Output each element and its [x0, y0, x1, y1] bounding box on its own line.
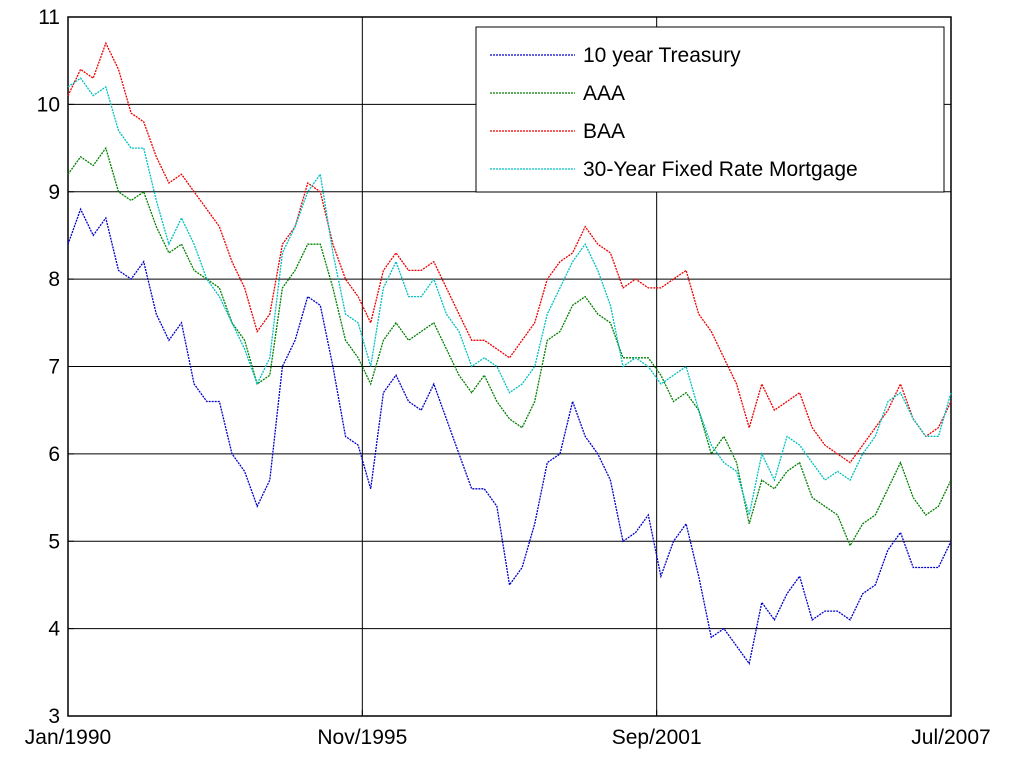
plot-frame	[67, 16, 952, 717]
series-line	[67, 41, 952, 464]
y-tick-label: 9	[48, 181, 60, 204]
y-tick-label: 4	[48, 618, 60, 641]
legend-label: 10 year Treasury	[583, 44, 741, 67]
y-tick-label: 8	[48, 268, 60, 291]
legend-label: BAA	[583, 120, 625, 143]
y-tick-label: 6	[48, 443, 60, 466]
y-tick-label: 7	[48, 356, 60, 379]
y-tick-label: 10	[37, 93, 60, 116]
series-line	[67, 207, 952, 666]
series-line	[67, 146, 952, 548]
x-tick-label: Nov/1995	[317, 726, 407, 749]
legend-label: 30-Year Fixed Rate Mortgage	[583, 158, 858, 181]
x-tick-label: Sep/2001	[612, 726, 702, 749]
y-tick-label: 5	[48, 530, 60, 553]
y-tick-label: 11	[38, 6, 60, 29]
series-line	[67, 77, 952, 516]
x-tick-label: Jan/1990	[25, 726, 111, 749]
y-tick-label: 3	[48, 705, 60, 728]
legend-label: AAA	[583, 82, 625, 105]
x-tick-label: Jul/2007	[911, 726, 990, 749]
